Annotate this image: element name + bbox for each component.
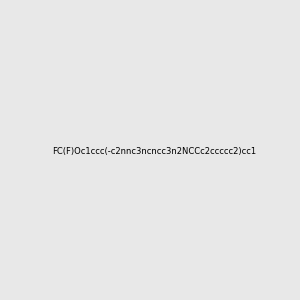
Text: FC(F)Oc1ccc(-c2nnc3ncncc3n2NCCc2ccccc2)cc1: FC(F)Oc1ccc(-c2nnc3ncncc3n2NCCc2ccccc2)c… xyxy=(52,147,256,156)
